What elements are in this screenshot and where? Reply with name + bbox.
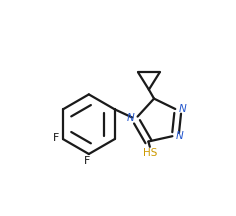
Text: F: F bbox=[84, 156, 90, 166]
Text: F: F bbox=[53, 133, 59, 143]
Text: N: N bbox=[176, 131, 184, 141]
Text: HS: HS bbox=[143, 148, 158, 158]
Text: N: N bbox=[179, 104, 187, 114]
Text: N: N bbox=[127, 113, 135, 123]
